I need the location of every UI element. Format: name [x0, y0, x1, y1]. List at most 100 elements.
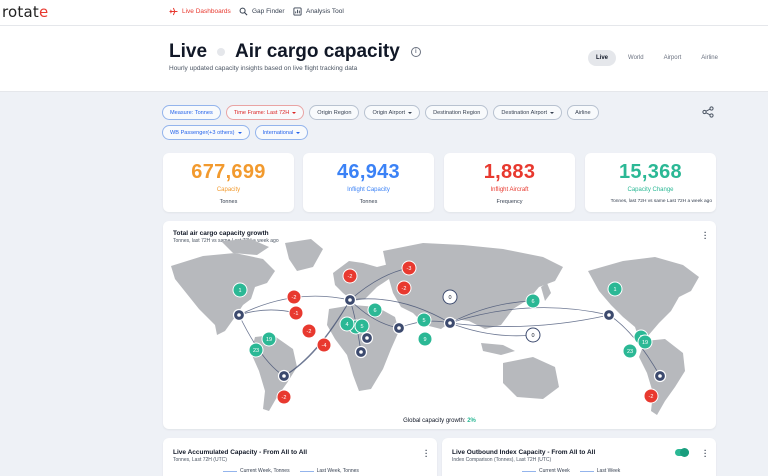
card-subtitle: Tonnes, Last 72H (UTC): [173, 457, 227, 463]
capacity-node[interactable]: [401, 260, 417, 276]
tab-world[interactable]: World: [628, 55, 644, 61]
search-icon: [239, 7, 248, 16]
capacity-node[interactable]: [637, 334, 653, 350]
filter-chip[interactable]: Origin Region: [309, 105, 360, 120]
page-subtitle: Hourly updated capacity insights based o…: [169, 65, 358, 72]
kpi-unit: Tonnes: [359, 199, 378, 205]
capacity-node[interactable]: [286, 289, 302, 305]
capacity-node-label: -1: [294, 311, 299, 317]
capacity-node[interactable]: [525, 327, 541, 343]
hub-markers: [232, 293, 667, 383]
route-arc: [349, 298, 451, 324]
legend-last[interactable]: Last Week: [579, 468, 620, 474]
capacity-node-label: -2: [402, 286, 407, 292]
legend: Current Week, Tonnes Last Week, Tonnes: [223, 468, 359, 474]
filter-chip[interactable]: International: [254, 125, 309, 140]
capacity-node[interactable]: [607, 281, 623, 297]
legend: Current Week Last Week: [522, 468, 620, 474]
capacity-node[interactable]: [232, 282, 248, 298]
capacity-node[interactable]: [417, 331, 433, 347]
hub-marker-dot: [658, 374, 662, 378]
filter-chip[interactable]: Destination Region: [425, 105, 489, 120]
capacity-node[interactable]: [261, 331, 277, 347]
legend-last[interactable]: Last Week, Tonnes: [299, 468, 359, 474]
live-dot-icon: [217, 48, 226, 56]
legend-line-icon: [522, 470, 536, 472]
filter-chip[interactable]: Origin Airport: [364, 105, 421, 120]
capacity-node[interactable]: [416, 312, 432, 328]
card-title: Live Outbound Index Capacity - From All …: [452, 449, 596, 456]
capacity-node-label: 6: [531, 299, 534, 305]
tab-live[interactable]: Live: [588, 50, 617, 66]
capacity-node-label: -2: [282, 395, 287, 401]
route-arc: [449, 300, 534, 324]
share-icon[interactable]: [702, 106, 714, 118]
capacity-node-label: -2: [307, 329, 312, 335]
map-title: Total air cargo capacity growth: [173, 230, 269, 237]
capacity-node[interactable]: [248, 342, 264, 358]
info-icon[interactable]: i: [410, 47, 421, 57]
filter-chip[interactable]: Destination Airport: [493, 105, 563, 120]
hub-marker-dot: [237, 313, 241, 317]
tab-airline[interactable]: Airline: [701, 55, 718, 61]
legend-line-icon: [299, 470, 314, 472]
nav-analysis-tool[interactable]: Analysis Tool: [293, 7, 344, 16]
capacity-node[interactable]: [525, 293, 541, 309]
capacity-node[interactable]: [442, 289, 458, 305]
capacity-node-label: -2: [292, 295, 297, 301]
legend-current[interactable]: Current Week, Tonnes: [223, 468, 290, 474]
more-options-icon[interactable]: · · ·: [704, 228, 707, 243]
capacity-node-label: 23: [253, 348, 259, 354]
kpi-label: Capacity: [216, 187, 241, 193]
capacity-node-label: -4: [322, 343, 327, 349]
legend-current[interactable]: Current Week: [522, 468, 570, 474]
capacity-node[interactable]: [367, 302, 383, 318]
hub-marker-dot: [607, 313, 611, 317]
nav-live-dashboards[interactable]: Live Dashboards: [169, 7, 231, 16]
kpi-inflight-aircraft: 1,883 Inflight Aircraft Frequency: [444, 153, 575, 212]
capacity-node-label: 4: [345, 322, 348, 328]
caret-down-icon: [550, 111, 555, 114]
capacity-node[interactable]: [354, 318, 370, 334]
filter-chip[interactable]: Time Frame: Last 72H: [225, 105, 305, 120]
outbound-index-card: Live Outbound Index Capacity - From All …: [442, 438, 716, 476]
index-toggle[interactable]: [675, 448, 689, 457]
capacity-node[interactable]: [643, 388, 659, 404]
capacity-node-label: 9: [423, 337, 426, 343]
caret-down-icon: [296, 131, 301, 134]
continents: [171, 239, 699, 415]
filter-chip[interactable]: WB Passenger(+3 others): [162, 125, 250, 140]
capacity-node[interactable]: [342, 268, 358, 284]
chart-icon: [293, 7, 302, 16]
kpi-unit: Tonnes: [219, 199, 238, 205]
capacity-node[interactable]: [288, 305, 304, 321]
capacity-node[interactable]: [276, 389, 292, 405]
rotate-logo[interactable]: rotate: [2, 3, 49, 21]
kpi-value: 1,883: [483, 161, 536, 183]
capacity-node-label: 0: [448, 295, 451, 301]
filter-chip[interactable]: Airline: [567, 105, 599, 120]
capacity-node[interactable]: [301, 323, 317, 339]
capacity-node[interactable]: [339, 316, 355, 332]
filter-chip[interactable]: Measure: Tonnes: [162, 105, 221, 120]
airplane-icon: [169, 7, 178, 16]
hub-marker-dot: [397, 326, 401, 330]
legend-line-icon: [223, 470, 237, 472]
capacity-node[interactable]: [396, 280, 412, 296]
page-header: Live Air cargo capacity i Hourly updated…: [0, 26, 768, 92]
kpi-value: 15,368: [619, 161, 682, 183]
more-options-icon[interactable]: · · ·: [704, 446, 707, 461]
tab-airport[interactable]: Airport: [663, 55, 682, 61]
card-title: Live Accumulated Capacity - From All to …: [173, 449, 307, 456]
capacity-node[interactable]: [316, 337, 332, 353]
kpi-label: Inflight Capacity: [347, 187, 390, 193]
nav-gap-finder[interactable]: Gap Finder: [239, 7, 285, 16]
more-options-icon[interactable]: · · ·: [425, 446, 428, 461]
capacity-node-label: 6: [373, 308, 376, 314]
hub-marker-dot: [282, 374, 286, 378]
global-growth: Global capacity growth: 2%: [403, 418, 476, 424]
capacity-node[interactable]: [622, 343, 638, 359]
capacity-node-label: 0: [531, 333, 534, 339]
